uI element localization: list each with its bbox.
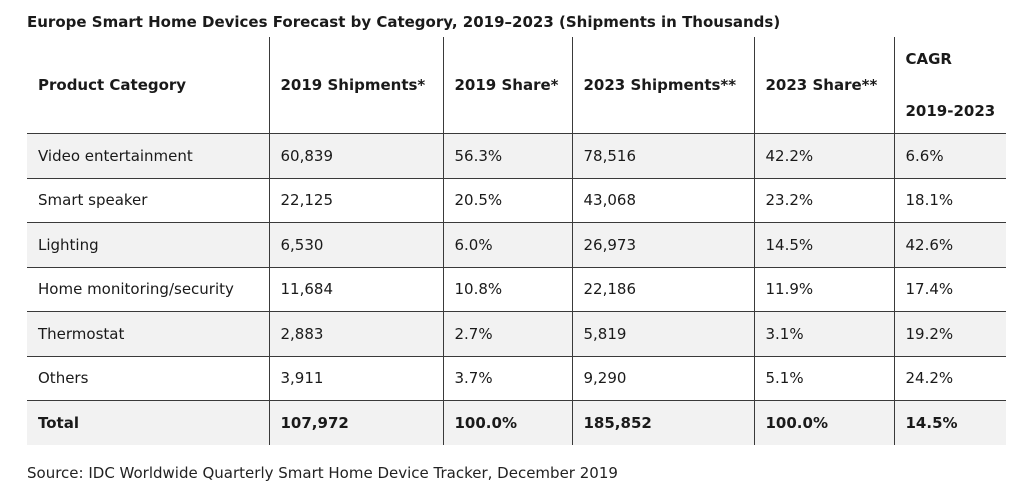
cell-category: Video entertainment [27,133,269,179]
header-row: Product Category 2019 Shipments* 2019 Sh… [27,37,1006,134]
total-2019-shipments: 107,972 [268,400,443,445]
header-2023-share: 2023 Share** [753,37,894,134]
table-row: Others 3,911 3.7% 9,290 5.1% 24.2% [27,356,1006,401]
source-note: Source: IDC Worldwide Quarterly Smart Ho… [27,464,618,482]
header-cagr-label: CAGR [905,50,952,68]
cell-2023-shipments: 5,819 [571,311,754,357]
table-row: Video entertainment 60,839 56.3% 78,516 … [27,133,1006,179]
cell-2023-share: 14.5% [753,222,894,268]
cell-2019-shipments: 6,530 [268,222,443,268]
header-product-category: Product Category [27,37,269,134]
table-row: Thermostat 2,883 2.7% 5,819 3.1% 19.2% [27,311,1006,357]
cell-category: Home monitoring/security [27,267,269,312]
header-2019-share: 2019 Share* [442,37,572,134]
table-row: Lighting 6,530 6.0% 26,973 14.5% 42.6% [27,222,1006,268]
total-row: Total 107,972 100.0% 185,852 100.0% 14.5… [27,400,1006,445]
cell-2023-shipments: 78,516 [571,133,754,179]
cell-2019-shipments: 2,883 [268,311,443,357]
cell-cagr: 24.2% [893,356,1006,401]
cell-2019-share: 20.5% [442,178,572,223]
table-title: Europe Smart Home Devices Forecast by Ca… [27,13,781,31]
total-2023-shipments: 185,852 [571,400,754,445]
cell-2019-share: 10.8% [442,267,572,312]
cell-2023-shipments: 22,186 [571,267,754,312]
header-cagr-period: 2019-2023 [905,102,996,120]
cell-category: Thermostat [27,311,269,357]
cell-2023-shipments: 43,068 [571,178,754,223]
cell-2019-shipments: 22,125 [268,178,443,223]
cell-2019-shipments: 3,911 [268,356,443,401]
cell-2019-shipments: 11,684 [268,267,443,312]
cell-2023-shipments: 9,290 [571,356,754,401]
cell-2023-share: 23.2% [753,178,894,223]
cell-2019-shipments: 60,839 [268,133,443,179]
cell-2023-share: 11.9% [753,267,894,312]
total-cagr: 14.5% [893,400,1006,445]
cell-2023-share: 42.2% [753,133,894,179]
cell-cagr: 42.6% [893,222,1006,268]
cell-cagr: 17.4% [893,267,1006,312]
cell-2019-share: 3.7% [442,356,572,401]
cell-category: Lighting [27,222,269,268]
cell-2023-share: 5.1% [753,356,894,401]
cell-cagr: 19.2% [893,311,1006,357]
cell-2019-share: 2.7% [442,311,572,357]
table-row: Smart speaker 22,125 20.5% 43,068 23.2% … [27,178,1006,223]
cell-2019-share: 6.0% [442,222,572,268]
cell-category: Others [27,356,269,401]
table-row: Home monitoring/security 11,684 10.8% 22… [27,267,1006,312]
total-2019-share: 100.0% [442,400,572,445]
cell-category: Smart speaker [27,178,269,223]
cell-cagr: 18.1% [893,178,1006,223]
cell-cagr: 6.6% [893,133,1006,179]
cell-2023-share: 3.1% [753,311,894,357]
forecast-table: Product Category 2019 Shipments* 2019 Sh… [27,37,1006,445]
header-2023-shipments: 2023 Shipments** [571,37,754,134]
header-2019-shipments: 2019 Shipments* [268,37,443,134]
total-label: Total [27,400,269,445]
cell-2019-share: 56.3% [442,133,572,179]
total-2023-share: 100.0% [753,400,894,445]
header-cagr: CAGR 2019-2023 [893,37,1006,134]
cell-2023-shipments: 26,973 [571,222,754,268]
